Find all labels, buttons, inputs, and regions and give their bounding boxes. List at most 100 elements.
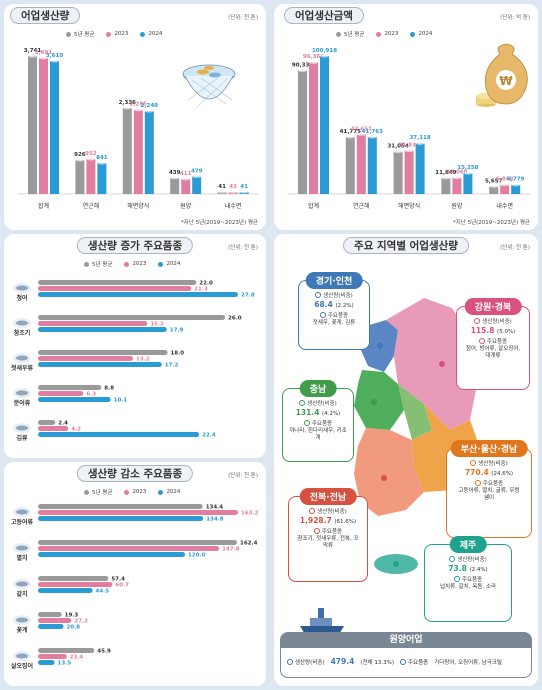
bar-cap: [463, 171, 473, 175]
bar: [38, 504, 203, 509]
region-species: 고등어류, 멸치, 굴류, 우렁쉥이: [458, 488, 520, 502]
data-label: 43,651: [351, 126, 372, 132]
bar-cap: [367, 135, 377, 139]
data-label: 11,849: [435, 170, 456, 176]
data-label: 19.3: [65, 613, 79, 619]
species-icon-body: [16, 355, 28, 361]
increase-panel: 생산량 증가 주요품종 (단위: 천 톤) 5년 평균 2023 2024 청어…: [4, 234, 266, 458]
legend-2023-label: 2023: [132, 489, 147, 495]
bar: [97, 162, 107, 194]
svg-text:₩: ₩: [499, 74, 513, 88]
amount-label: 생산량(비중): [478, 461, 508, 467]
bar: [393, 151, 403, 194]
bar: [38, 350, 168, 355]
data-label: 22.4: [202, 433, 216, 439]
amount-label: 생산량(비중): [482, 319, 512, 325]
bar: [38, 540, 238, 545]
data-label: 3,741: [24, 48, 42, 54]
bar: [441, 177, 451, 194]
decrease-panel: 생산량 감소 주요품종 (단위: 천 톤) 5년 평균 2023 2024 고등…: [4, 462, 266, 686]
amount-icon: [309, 508, 316, 514]
data-label: 41,763: [362, 129, 383, 135]
bar: [192, 176, 202, 194]
data-label: 21.3: [194, 287, 208, 293]
bar: [38, 612, 62, 617]
legend-2024-label: 2024: [166, 489, 181, 495]
bar: [463, 173, 473, 194]
data-label: 15.2: [150, 322, 164, 328]
bar: [28, 56, 37, 194]
category-label: 참조기: [14, 329, 31, 337]
bar: [38, 432, 200, 437]
species-label: 주요품종: [321, 529, 343, 535]
data-label: 31,054: [387, 144, 408, 150]
data-label: 134.8: [206, 517, 224, 523]
bar: [38, 286, 192, 291]
data-label: 60.7: [115, 583, 129, 589]
data-label: 2,285: [130, 102, 148, 108]
bar-cap: [122, 106, 132, 110]
data-label: 8.8: [104, 386, 114, 392]
data-label: 6,848: [496, 177, 514, 183]
data-label: 41: [240, 184, 248, 190]
data-label: 18.0: [170, 351, 184, 357]
region-name: 충남: [299, 380, 337, 397]
category-label: 김류: [16, 434, 28, 442]
distant-share: (전체 13.3%): [360, 659, 394, 666]
bar-cap: [309, 60, 318, 64]
data-label: 134.4: [206, 505, 224, 511]
data-label: 841: [96, 155, 108, 161]
bar: [320, 56, 329, 194]
map-panel: 주요 지역별 어업생산량 (단위: 천 톤) 경기·인천 생산량(비중) 68.…: [274, 234, 538, 686]
amount-label: 생산량(비중): [457, 557, 487, 563]
species-icon-body: [16, 425, 28, 431]
region-chungnam: 충남 생산량(비중) 131.4 (4.2%) 주요품종 까나리, 흰다리새우,…: [282, 380, 354, 462]
legend-avg-dot: [66, 31, 71, 37]
data-label: 147.8: [222, 547, 240, 553]
legend-2024-label: 2024: [166, 261, 181, 267]
bar: [38, 321, 148, 326]
category-label: 합계: [38, 202, 49, 210]
data-label: 4.2: [71, 427, 81, 433]
bar: [500, 184, 510, 194]
amount-icon: [299, 400, 306, 406]
species-icon-body: [16, 320, 28, 326]
money-bag-icon: ₩: [476, 43, 528, 107]
species-label: 주요품종: [311, 421, 333, 427]
category-label: 해면양식: [127, 202, 149, 210]
increase-title: 생산량 증가 주요품종: [76, 237, 194, 254]
bar: [356, 134, 366, 194]
legend-avg-label: 5년 평균: [74, 32, 95, 38]
data-label: 13.5: [58, 661, 72, 667]
bar: [38, 648, 95, 653]
data-label: 2.4: [58, 421, 68, 427]
increase-unit: (단위: 천 톤): [228, 245, 258, 251]
data-label: 479: [191, 168, 203, 174]
species-icon-body: [16, 581, 28, 587]
data-label: 27.8: [241, 293, 255, 299]
amount-icon: [474, 318, 481, 324]
legend-avg-label: 5년 평균: [92, 490, 113, 496]
category-label: 살오징어: [11, 662, 33, 670]
production-unit: (단위: 천 톤): [228, 15, 258, 21]
species-icon: [478, 338, 485, 344]
amount-icon: [315, 292, 322, 298]
data-label: 20.8: [66, 625, 80, 631]
map-region-jeolla: [354, 428, 424, 516]
bar: [38, 654, 67, 659]
data-label: 411: [180, 171, 192, 177]
data-label: 3,691: [35, 50, 53, 56]
bar: [452, 177, 462, 194]
region-amount: 115.8: [470, 326, 495, 335]
legend-2024-dot: [410, 31, 416, 37]
data-label: 6.3: [86, 392, 96, 398]
legend-2023-dot: [376, 31, 382, 37]
bar: [345, 136, 355, 194]
bar: [38, 660, 55, 665]
data-label: 439: [169, 170, 181, 176]
category-label: 젓새우류: [11, 364, 34, 372]
distant-water-box: 원양어업 생산량(비중) 479.4 (전체 13.3%) 주요품종 가다랑어,…: [280, 632, 532, 678]
